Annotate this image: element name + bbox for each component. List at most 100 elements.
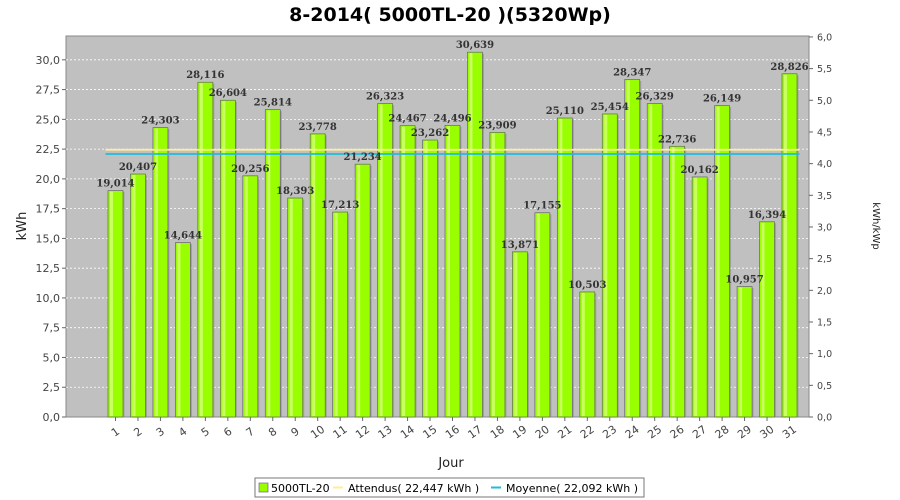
- x-tick-label: 8: [266, 425, 279, 440]
- bar-value-label: 26,604: [209, 88, 247, 99]
- y-right-tick-label: 1,5: [817, 317, 832, 328]
- bar-highlight: [536, 213, 540, 416]
- x-tick-label: 12: [353, 423, 372, 442]
- x-tick-label: 30: [758, 423, 777, 442]
- bar-highlight: [402, 126, 406, 416]
- bar-highlight: [334, 213, 338, 416]
- y-tick-label: 20,0: [36, 173, 61, 186]
- x-tick-label: 31: [780, 423, 799, 442]
- y-right-tick-label: 1,0: [817, 349, 832, 360]
- x-tick-label: 27: [690, 423, 709, 442]
- y-tick-label: 0,0: [43, 411, 61, 424]
- x-tick-label: 17: [465, 423, 484, 442]
- y-tick-label: 30,0: [36, 54, 61, 67]
- bar-value-label: 17,213: [321, 200, 359, 211]
- x-tick-label: 25: [645, 423, 664, 442]
- y-tick-label: 7,5: [43, 322, 61, 335]
- bar-value-label: 28,347: [613, 67, 651, 78]
- x-tick-label: 28: [713, 423, 732, 442]
- y-tick-label: 10,0: [36, 292, 61, 305]
- bar-value-label: 13,871: [501, 240, 539, 251]
- y-right-tick-label: 5,0: [817, 96, 832, 107]
- bar-highlight: [110, 191, 113, 416]
- y-right-tick-label: 4,0: [817, 159, 832, 170]
- y-tick-label: 22,5: [36, 143, 61, 156]
- bar-value-label: 23,262: [411, 128, 449, 139]
- y-right-tick-label: 5,5: [817, 64, 832, 75]
- y-tick-label: 5,0: [43, 351, 61, 364]
- bar-value-label: 23,778: [299, 122, 337, 133]
- bar-highlight: [649, 104, 653, 417]
- x-tick-label: 10: [308, 423, 327, 442]
- x-tick-label: 15: [421, 423, 440, 442]
- bar-highlight: [154, 128, 158, 417]
- bar-highlight: [491, 133, 495, 416]
- y-right-tick-label: 3,5: [817, 191, 832, 202]
- bar-highlight: [761, 222, 765, 416]
- y-axis-title: kWh: [15, 212, 30, 241]
- bar-highlight: [267, 110, 271, 416]
- bar-highlight: [424, 141, 428, 417]
- bar-value-label: 24,496: [433, 113, 471, 124]
- bar-value-label: 28,116: [186, 70, 224, 81]
- x-tick-label: 19: [510, 423, 529, 442]
- bar-value-label: 22,736: [658, 134, 696, 145]
- y-tick-label: 12,5: [36, 262, 61, 275]
- y-tick-label: 17,5: [36, 203, 61, 216]
- legend-label-moyenne: Moyenne( 22,092 kWh ): [506, 482, 638, 495]
- bar-value-label: 26,329: [636, 92, 674, 103]
- x-tick-label: 20: [533, 423, 552, 442]
- bar-highlight: [716, 106, 720, 417]
- bar-highlight: [357, 165, 361, 416]
- bar-value-label: 25,110: [546, 106, 584, 117]
- legend: 5000TL-20 Attendus( 22,447 kWh ) Moyenne…: [254, 477, 645, 498]
- x-tick-label: 11: [331, 423, 350, 442]
- legend-label-attendus: Attendus( 22,447 kWh ): [348, 482, 479, 495]
- data-labels: 19,014 20,407 24,303 14,644 28,116 26,604 20,2…: [96, 40, 808, 291]
- bars: [107, 51, 799, 418]
- bar-highlight: [244, 176, 248, 416]
- bar-value-label: 24,467: [388, 114, 426, 125]
- reference-lines: [105, 148, 800, 155]
- y-right-tick-label: 0,5: [817, 381, 832, 392]
- bar-highlight: [312, 134, 316, 416]
- x-tick-label: 26: [668, 423, 687, 442]
- bar-value-label: 23,909: [478, 120, 516, 131]
- bar-highlight: [469, 53, 473, 416]
- x-tick-label: 22: [578, 423, 597, 442]
- bar-highlight: [559, 119, 563, 417]
- bar-value-label: 10,503: [568, 280, 606, 291]
- bar-highlight: [289, 199, 293, 416]
- x-tick-label: 4: [176, 425, 189, 440]
- x-tick-label: 16: [443, 423, 462, 442]
- y-axis-left: 0,0 2,5 5,0 7,5 10,0 12,5 15,0 17,5 20,0 22,5 25,0…: [36, 54, 66, 424]
- x-tick-label: 18: [488, 423, 507, 442]
- legend-box: [254, 477, 645, 498]
- bar-value-label: 14,644: [164, 231, 202, 242]
- x-tick-label: 21: [555, 423, 574, 442]
- y-right-tick-label: 4,5: [817, 127, 832, 138]
- y-right-tick-label: 6,0: [817, 32, 832, 43]
- bar-value-label: 10,957: [725, 275, 763, 286]
- y-tick-label: 15,0: [36, 232, 61, 245]
- bar-highlight: [784, 74, 787, 416]
- x-tick-label: 7: [244, 425, 257, 440]
- bar-value-label: 21,234: [343, 152, 381, 163]
- x-tick-label: 5: [199, 425, 212, 440]
- bar-highlight: [177, 243, 181, 416]
- bar-highlight: [222, 101, 226, 416]
- bar-value-label: 18,393: [276, 186, 314, 197]
- bar-value-label: 30,639: [456, 40, 494, 51]
- bar-value-label: 26,149: [703, 94, 741, 105]
- bar-highlight: [626, 80, 630, 416]
- chart-title: 8-2014( 5000TL-20 )(5320Wp): [289, 4, 611, 26]
- x-axis-title: Jour: [437, 456, 464, 471]
- y-right-tick-label: 2,0: [817, 286, 832, 297]
- bar-value-label: 20,162: [680, 165, 718, 176]
- bar-highlight: [514, 252, 518, 416]
- x-tick-label: 24: [623, 423, 642, 442]
- bar-value-label: 26,323: [366, 92, 404, 103]
- y-tick-label: 2,5: [43, 381, 61, 394]
- legend-swatch-bars: [258, 482, 269, 493]
